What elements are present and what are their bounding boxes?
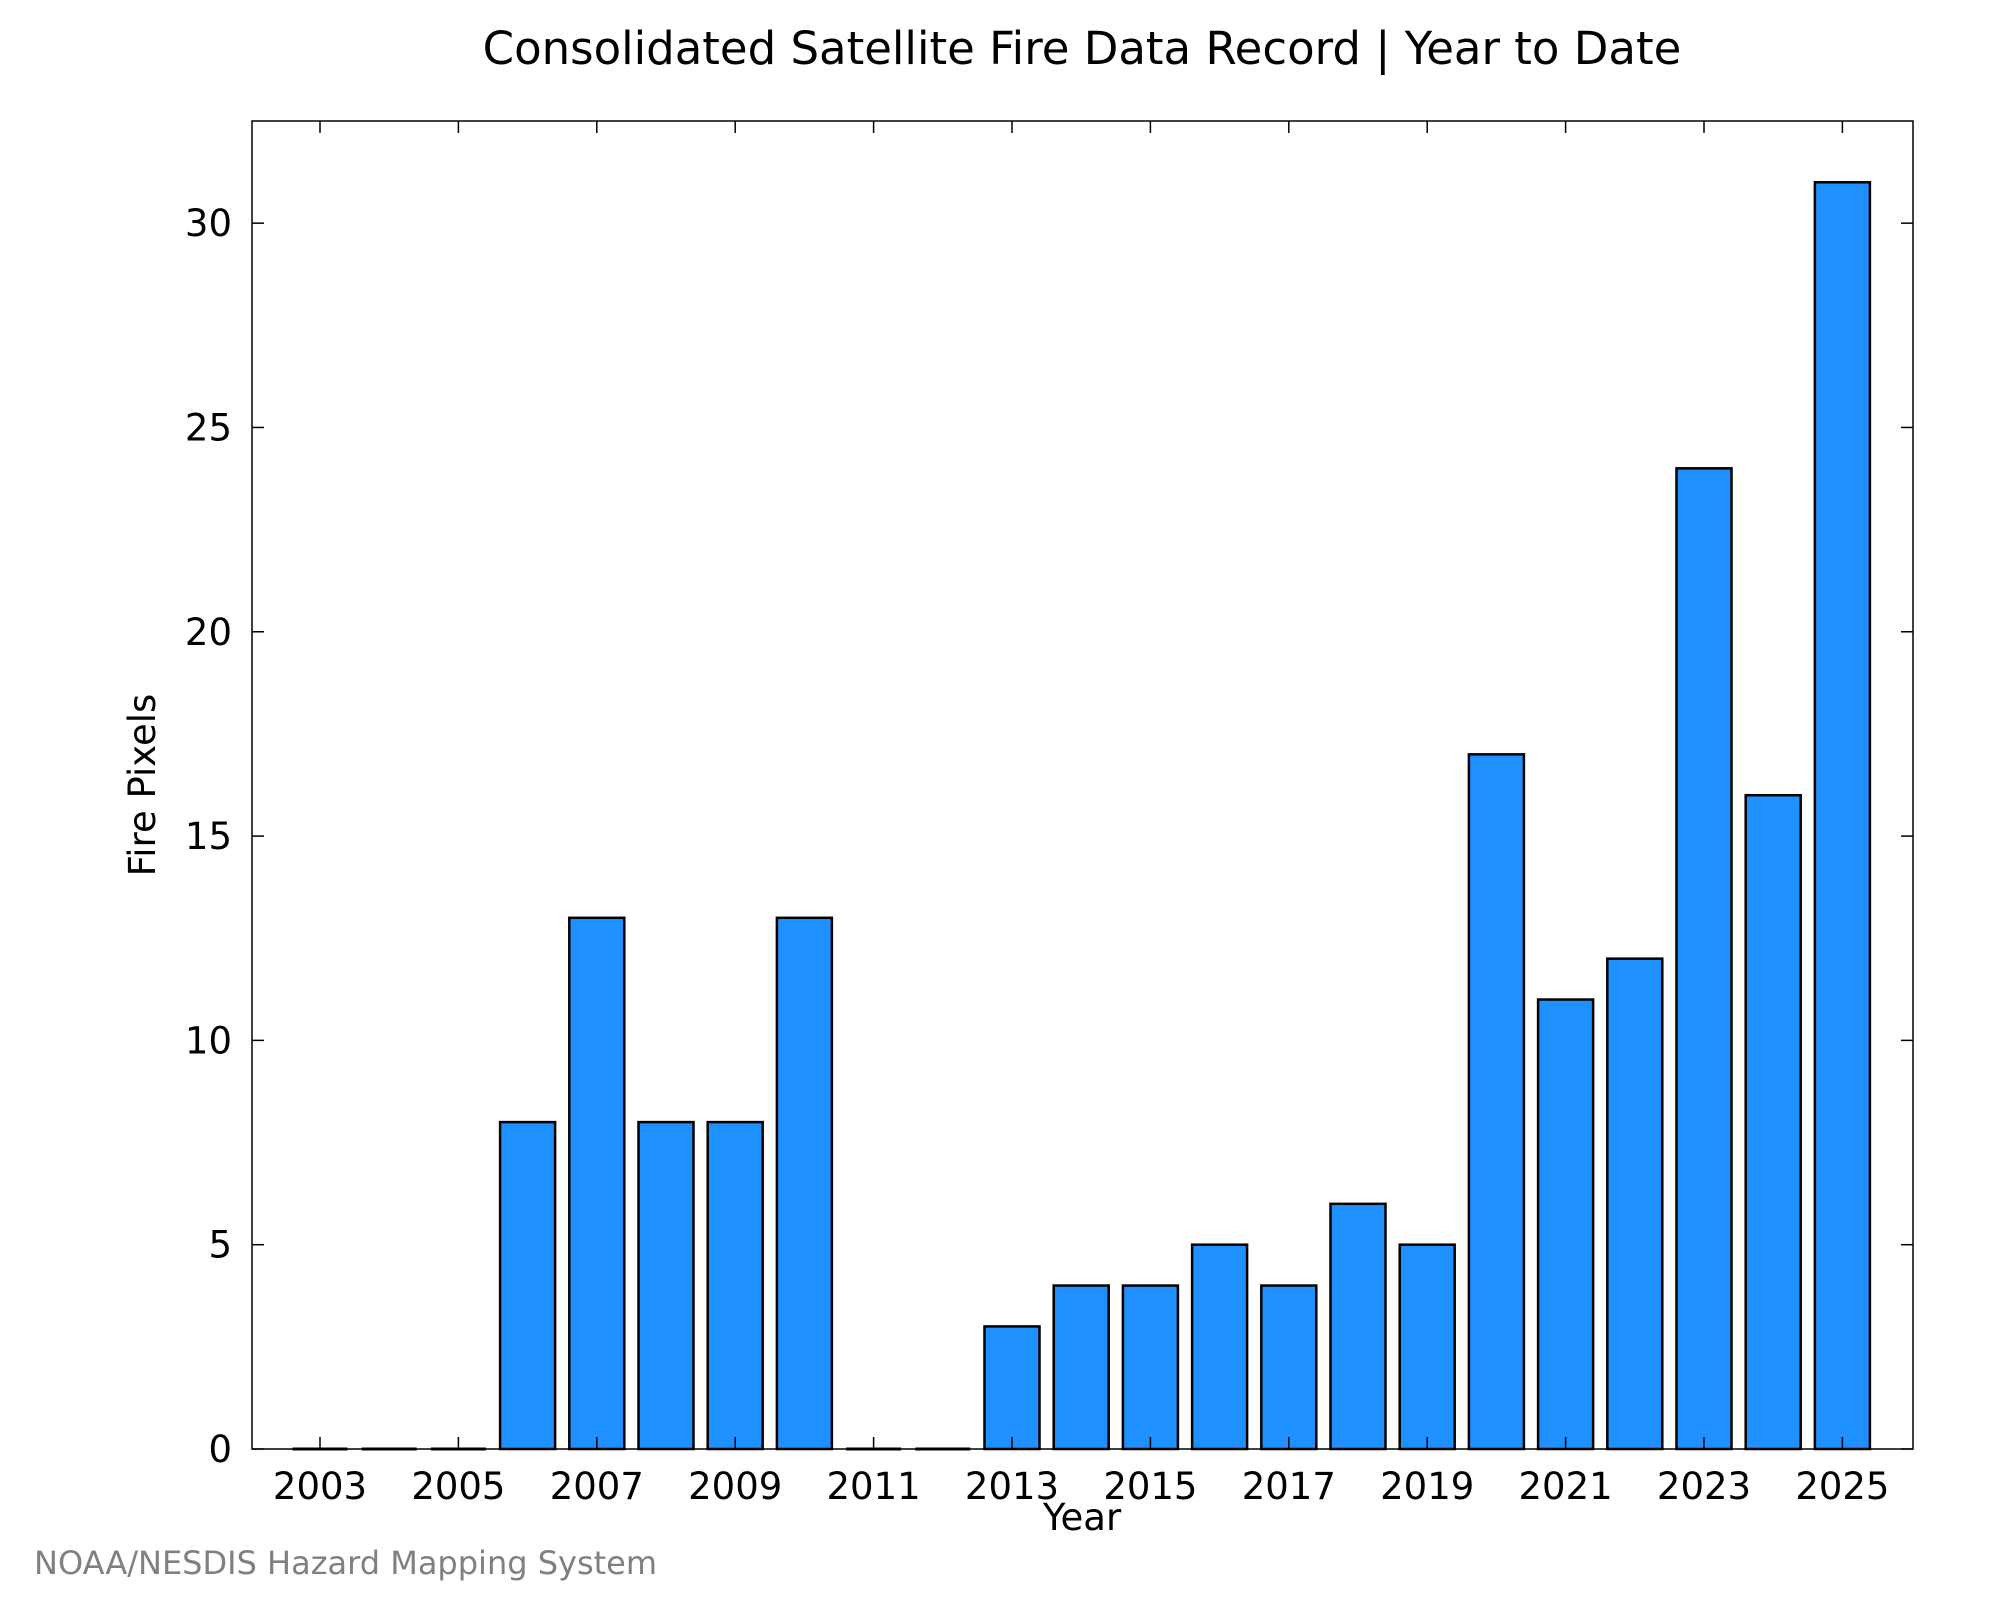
x-tick-label-2009: 2009 [688,1465,782,1508]
y-tick-label-30: 30 [185,202,232,245]
bar-2013 [983,1325,1041,1451]
bar-2010 [775,916,834,1451]
x-tick-label-2019: 2019 [1380,1465,1474,1508]
x-tick-label-2011: 2011 [827,1465,921,1508]
y-tick-label-20: 20 [185,611,232,654]
bar-2020 [1467,753,1526,1451]
bar-2022 [1606,957,1664,1451]
x-axis-label: Year [1042,1496,1122,1539]
y-tick-label-5: 5 [208,1224,232,1267]
y-tick-label-15: 15 [185,815,232,858]
y-tick-label-25: 25 [185,406,232,449]
bar-2007 [568,916,626,1451]
bar-2008 [637,1120,695,1451]
x-tick-label-2017: 2017 [1242,1465,1336,1508]
source-credit: NOAA/NESDIS Hazard Mapping System [34,1544,657,1582]
bar-2019 [1398,1243,1456,1451]
x-tick-label-2007: 2007 [550,1465,644,1508]
bar-2021 [1536,998,1595,1451]
bar-2014 [1052,1284,1110,1451]
bar-2025 [1813,181,1872,1451]
bars-layer [292,181,1872,1451]
bar-2009 [706,1120,764,1451]
x-tick-label-2025: 2025 [1795,1465,1889,1508]
bar-2023 [1675,467,1733,1451]
x-tick-label-2005: 2005 [411,1465,505,1508]
bar-2015 [1121,1284,1180,1451]
x-tick-label-2021: 2021 [1519,1465,1613,1508]
x-tick-label-2023: 2023 [1657,1465,1751,1508]
x-tick-label-2013: 2013 [965,1465,1059,1508]
plot-frame [251,120,1914,1450]
y-axis-label: Fire Pixels [121,694,164,877]
bar-2018 [1329,1202,1387,1451]
bar-2024 [1744,793,1802,1451]
y-tick-label-0: 0 [208,1428,232,1471]
bar-2017 [1260,1284,1318,1451]
chart-title: Consolidated Satellite Fire Data Record … [483,22,1682,75]
y-tick-label-10: 10 [185,1019,232,1062]
bar-2016 [1190,1243,1249,1451]
ticks-layer: 2003 2005 2007 2009 2011 2013 2015 2017 2019 2021… [185,121,1913,1508]
bar-2006 [498,1120,557,1451]
x-tick-label-2015: 2015 [1103,1465,1197,1508]
x-tick-label-2003: 2003 [273,1465,367,1508]
